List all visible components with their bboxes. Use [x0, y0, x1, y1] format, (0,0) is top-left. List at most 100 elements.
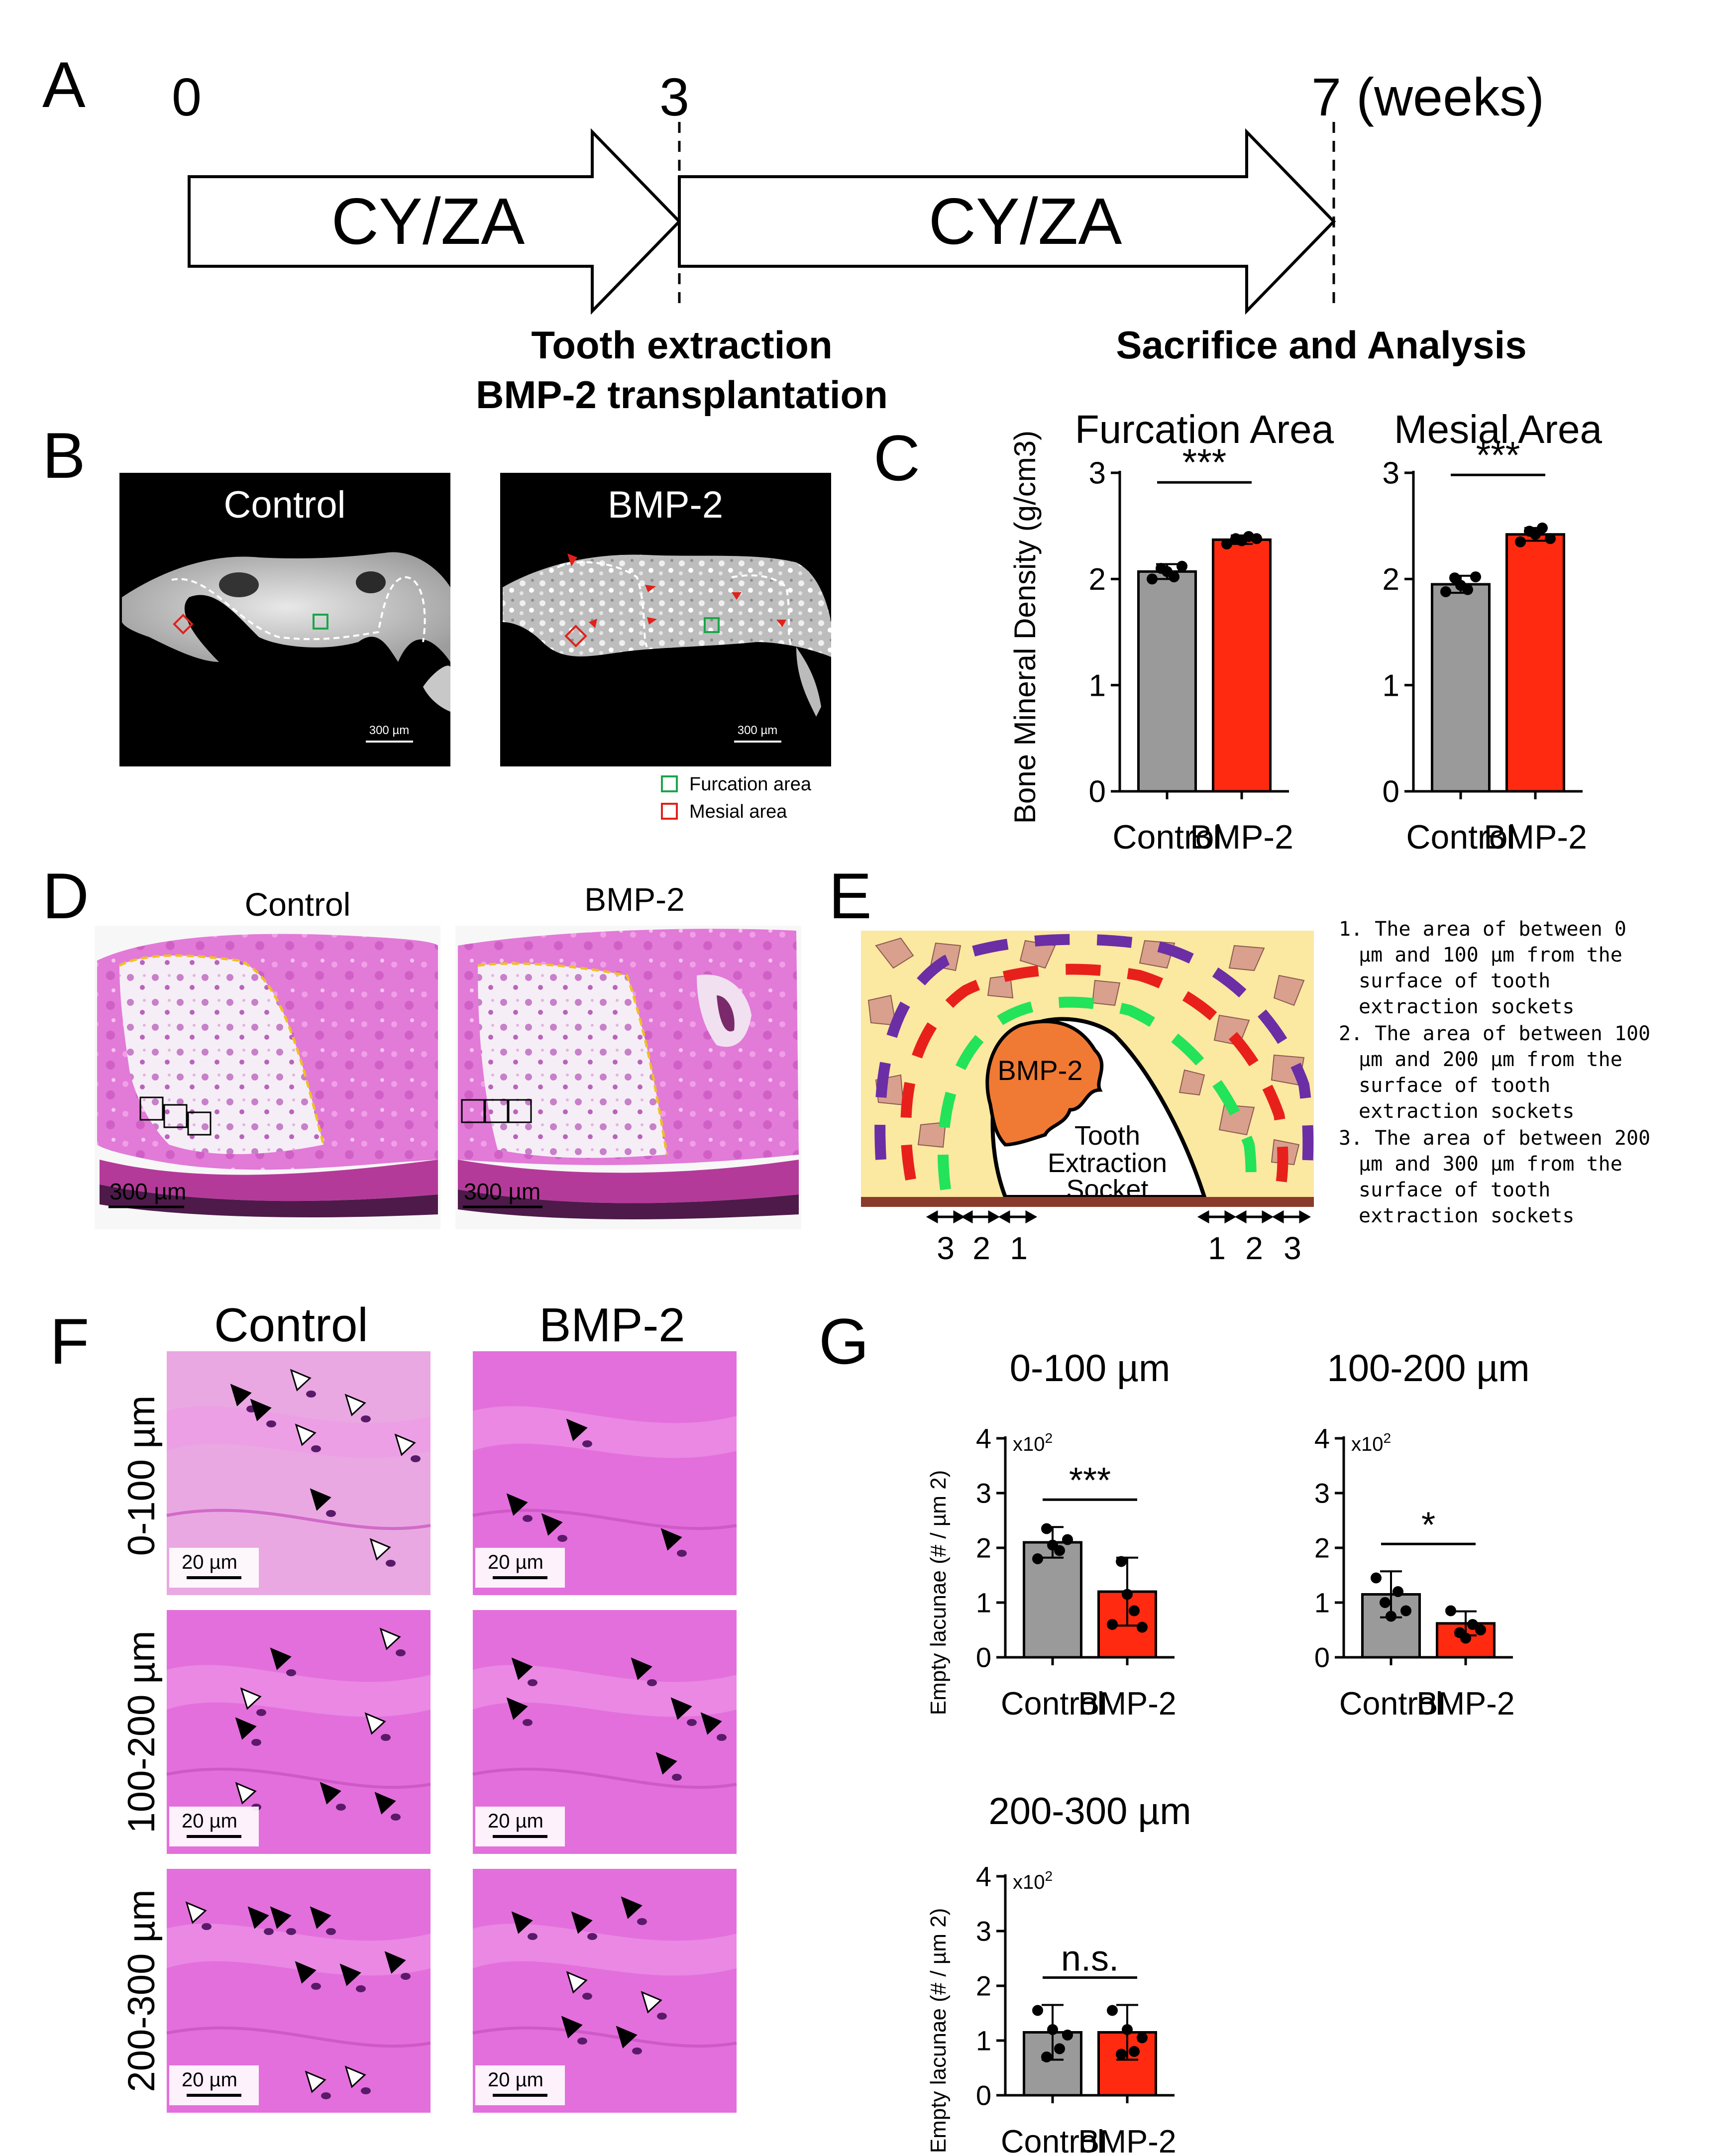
- cell-lacuna: [582, 1440, 592, 1447]
- data-point: [1380, 1597, 1391, 1608]
- zone-note-2-line-4: extraction sockets: [1359, 1100, 1574, 1123]
- image-title-d-control: Control: [245, 886, 351, 923]
- cell-lacuna: [528, 1679, 537, 1686]
- tile-texture: [473, 1665, 737, 1717]
- y-tick-label: 4: [976, 1423, 991, 1454]
- data-point: [1449, 572, 1460, 584]
- panel-letter-c: C: [873, 422, 920, 494]
- scale-bg: [475, 2065, 565, 2105]
- black-arrowhead: [700, 1712, 722, 1735]
- zone-note-1-line-4: extraction sockets: [1359, 995, 1574, 1018]
- cell-lacuna: [381, 1734, 391, 1741]
- y-tick-label: 0: [1089, 775, 1106, 809]
- scale-bar-label: 20 µm: [182, 1810, 237, 1832]
- black-arrowhead: [384, 1951, 406, 1974]
- legend-swatch-furcation: [661, 775, 678, 792]
- cell-lacuna: [306, 1391, 316, 1398]
- timeline-tick-0: 0: [172, 67, 202, 127]
- data-point: [1054, 1545, 1065, 1556]
- scale-bar-label: 20 µm: [182, 1551, 237, 1573]
- tile-line: [472, 2026, 737, 2048]
- cell-lacuna: [647, 1679, 657, 1686]
- white-arrowhead: [364, 1712, 386, 1735]
- scale-bar-d-bmp2: 300 µm: [464, 1179, 540, 1204]
- tile-texture: [167, 1924, 430, 1976]
- zone-note-1-line-3: surface of tooth: [1359, 970, 1550, 992]
- y-tick-label: 1: [976, 2025, 991, 2056]
- white-arrowhead: [305, 2070, 326, 2093]
- chart-c-ylabel: Bone Mineral Density (g/cm3): [1008, 431, 1042, 824]
- scale-bg: [169, 1807, 259, 1846]
- black-arrowhead: [561, 2016, 583, 2039]
- cell-lacuna: [557, 1535, 567, 1542]
- cell-lacuna: [637, 1918, 647, 1925]
- black-arrowhead: [506, 1493, 528, 1516]
- cell-lacuna: [411, 1455, 421, 1462]
- event-sacrifice: Sacrifice and Analysis: [1116, 323, 1526, 367]
- histology-tile: 20 µm: [166, 1869, 431, 2113]
- cell-lacuna: [286, 1669, 296, 1676]
- black-arrowhead: [660, 1528, 682, 1551]
- white-arrowhead: [235, 1782, 257, 1805]
- histology-tile: 20 µm: [472, 1869, 737, 2113]
- data-point: [1041, 1523, 1052, 1534]
- cell-lacuna: [717, 1734, 727, 1741]
- black-arrowhead: [270, 1647, 292, 1670]
- tile-line: [166, 2026, 431, 2048]
- data-point: [1440, 586, 1451, 597]
- cell-lacuna: [391, 1814, 401, 1821]
- tile-line: [166, 1509, 431, 1530]
- data-point: [1062, 2030, 1073, 2041]
- white-arrowhead: [344, 1394, 366, 1416]
- panel-f: F Control BMP-2 0-100 µm 100-200 µm 200-…: [50, 1298, 737, 2113]
- timeline-tick-3: 3: [659, 67, 689, 127]
- y-tick-label: 3: [1383, 456, 1399, 491]
- data-point: [1400, 1605, 1411, 1617]
- axis-multiplier-exp: 2: [1045, 1868, 1053, 1884]
- data-point: [1116, 2048, 1127, 2060]
- category-label: BMP-2: [1416, 1686, 1514, 1722]
- significance-label: *: [1421, 1505, 1435, 1545]
- cell-lacuna: [321, 2092, 331, 2099]
- cell-lacuna: [582, 1993, 592, 2000]
- black-arrowhead: [511, 1657, 533, 1680]
- y-tick-label: 3: [976, 1916, 991, 1947]
- tile-texture: [167, 1665, 430, 1717]
- data-point: [1445, 1605, 1456, 1617]
- y-tick-label: 0: [976, 1642, 991, 1673]
- cell-lacuna: [202, 1923, 212, 1930]
- chart-g3-ylabel: Empty lacunae (# / µm 2): [926, 1908, 951, 2153]
- y-tick-label: 1: [1383, 668, 1399, 703]
- legend-b: Furcation area Mesial area: [661, 774, 812, 822]
- timeline-arrow-2: [678, 128, 1336, 315]
- chart-title: 0-100 µm: [1010, 1347, 1171, 1390]
- y-tick-label: 2: [976, 1970, 991, 2002]
- bar: [1137, 570, 1197, 793]
- black-arrowhead: [506, 1697, 528, 1720]
- zone-note-3-line-3: surface of tooth: [1359, 1179, 1550, 1201]
- category-label: BMP-2: [1078, 1686, 1176, 1722]
- black-arrowhead: [670, 1697, 692, 1720]
- white-arrowhead: [641, 1991, 662, 2014]
- y-tick-label: 3: [1089, 456, 1106, 491]
- cell-lacuna: [632, 2048, 642, 2054]
- scale-bg: [169, 2065, 259, 2105]
- cell-lacuna: [264, 1928, 274, 1935]
- data-point: [1537, 522, 1548, 534]
- diagram-label-socket-1: Tooth: [1074, 1121, 1140, 1151]
- zone-number-right-1: 1: [1208, 1230, 1226, 1266]
- y-tick-label: 0: [976, 2080, 991, 2111]
- black-arrowhead: [320, 1782, 341, 1805]
- tile-line: [472, 1767, 737, 1789]
- data-point: [1122, 1589, 1133, 1600]
- bar: [1431, 583, 1491, 793]
- zone-number-right-3: 3: [1284, 1230, 1301, 1266]
- cell-lacuna: [336, 1804, 346, 1811]
- black-arrowhead: [250, 1399, 272, 1421]
- zone-note-3-line-2: µm and 300 µm from the: [1359, 1153, 1622, 1176]
- black-arrowhead: [621, 1896, 643, 1919]
- black-arrowhead: [247, 1906, 269, 1929]
- white-arrowhead: [290, 1369, 312, 1392]
